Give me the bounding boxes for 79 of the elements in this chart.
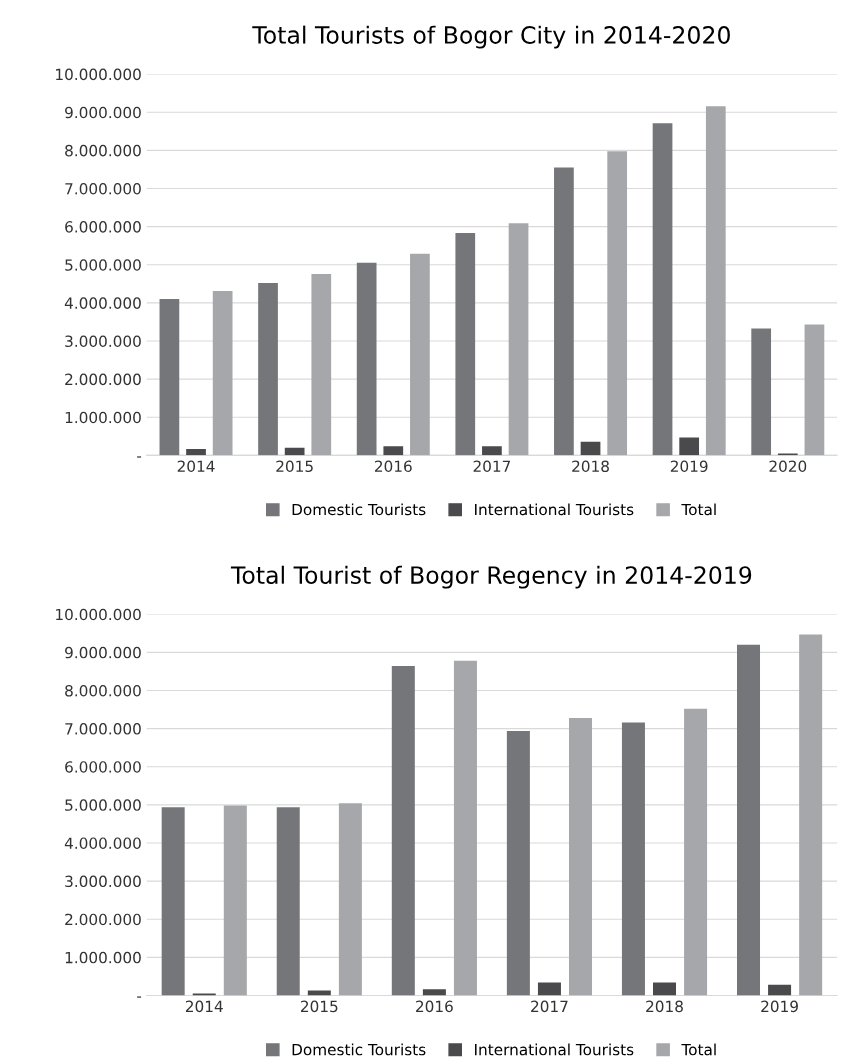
x-tick-label: 2014: [185, 1000, 223, 1013]
y-tick-label: 9.000.000: [65, 646, 141, 659]
x-tick-label: 2017: [473, 460, 511, 473]
bar: [422, 989, 446, 996]
bar: [338, 803, 362, 996]
bar: [751, 328, 772, 456]
bar: [737, 644, 761, 996]
bar: [258, 283, 278, 456]
bar: [311, 273, 332, 456]
x-tick-label: 2018: [572, 460, 609, 473]
bar: [212, 291, 233, 456]
bar: [159, 299, 180, 456]
bar: [621, 722, 645, 996]
legend-label: Total: [681, 1043, 716, 1056]
x-tick-label: 2020: [769, 460, 807, 473]
x-tick-label: 2015: [276, 460, 313, 473]
bar: [284, 447, 305, 456]
legend-label: International Tourists: [475, 1043, 634, 1056]
chart-title: Total Tourists of Bogor City in 2014-2020: [252, 25, 730, 49]
x-tick-label: 2016: [374, 460, 412, 473]
y-tick-label: 7.000.000: [65, 723, 141, 735]
bar: [804, 324, 825, 456]
y-tick-label: 4.000.000: [64, 297, 141, 309]
y-tick-label: 2.000.000: [65, 373, 141, 386]
bar: [799, 634, 823, 996]
bar: [580, 441, 601, 456]
bar: [186, 448, 206, 456]
x-tick-label: 2019: [761, 1000, 798, 1013]
x-tick-label: 2017: [531, 1000, 568, 1013]
x-tick-label: 2015: [300, 1000, 338, 1013]
y-tick-label: 8.000.000: [65, 144, 141, 157]
bar: [508, 223, 529, 456]
x-tick-label: 2018: [646, 1000, 683, 1013]
bar: [482, 446, 502, 456]
bar: [223, 805, 247, 996]
y-tick-label: 10.000.000: [56, 608, 141, 621]
legend-label: Domestic Tourists: [292, 1043, 426, 1056]
bar: [679, 437, 700, 456]
y-tick-label: 8.000.000: [65, 684, 141, 697]
bar: [554, 167, 574, 456]
x-tick-label: 2016: [416, 1000, 453, 1013]
bar: [653, 982, 677, 996]
bar: [356, 262, 377, 456]
bar: [391, 666, 415, 996]
legend-label: Domestic Tourists: [292, 503, 426, 516]
y-tick-label: 3.000.000: [65, 875, 141, 888]
y-tick-label: -: [137, 456, 142, 458]
y-tick-label: 6.000.000: [65, 221, 141, 233]
y-tick-label: 10.000.000: [56, 68, 141, 81]
bar: [455, 233, 476, 456]
y-tick-label: 5.000.000: [65, 259, 141, 271]
bar: [383, 446, 404, 456]
legend-label: Total: [681, 503, 716, 516]
bar: [276, 807, 300, 996]
bar: [652, 123, 673, 456]
y-tick-label: 3.000.000: [65, 335, 141, 348]
chart-title: Total Tourist of Bogor Regency in 2014-2019: [230, 565, 752, 589]
y-tick-label: -: [137, 996, 142, 998]
bar: [506, 730, 530, 996]
bar: [684, 708, 708, 996]
x-tick-label: 2014: [177, 460, 215, 473]
x-tick-label: 2019: [670, 460, 708, 473]
bar: [161, 807, 185, 996]
bar: [607, 151, 628, 456]
y-tick-label: 9.000.000: [65, 106, 141, 119]
legend-label: International Tourists: [475, 503, 634, 516]
y-tick-label: 6.000.000: [65, 761, 141, 773]
bar: [410, 253, 430, 456]
y-tick-label: 1.000.000: [65, 411, 141, 424]
y-tick-label: 5.000.000: [65, 799, 141, 811]
bar: [569, 717, 593, 996]
y-tick-label: 1.000.000: [65, 951, 141, 964]
bar: [705, 106, 726, 456]
y-tick-label: 4.000.000: [64, 837, 141, 849]
bar: [537, 982, 561, 996]
y-tick-label: 7.000.000: [65, 182, 141, 195]
y-tick-label: 2.000.000: [65, 913, 141, 926]
bar: [453, 660, 477, 996]
bar: [768, 984, 792, 996]
